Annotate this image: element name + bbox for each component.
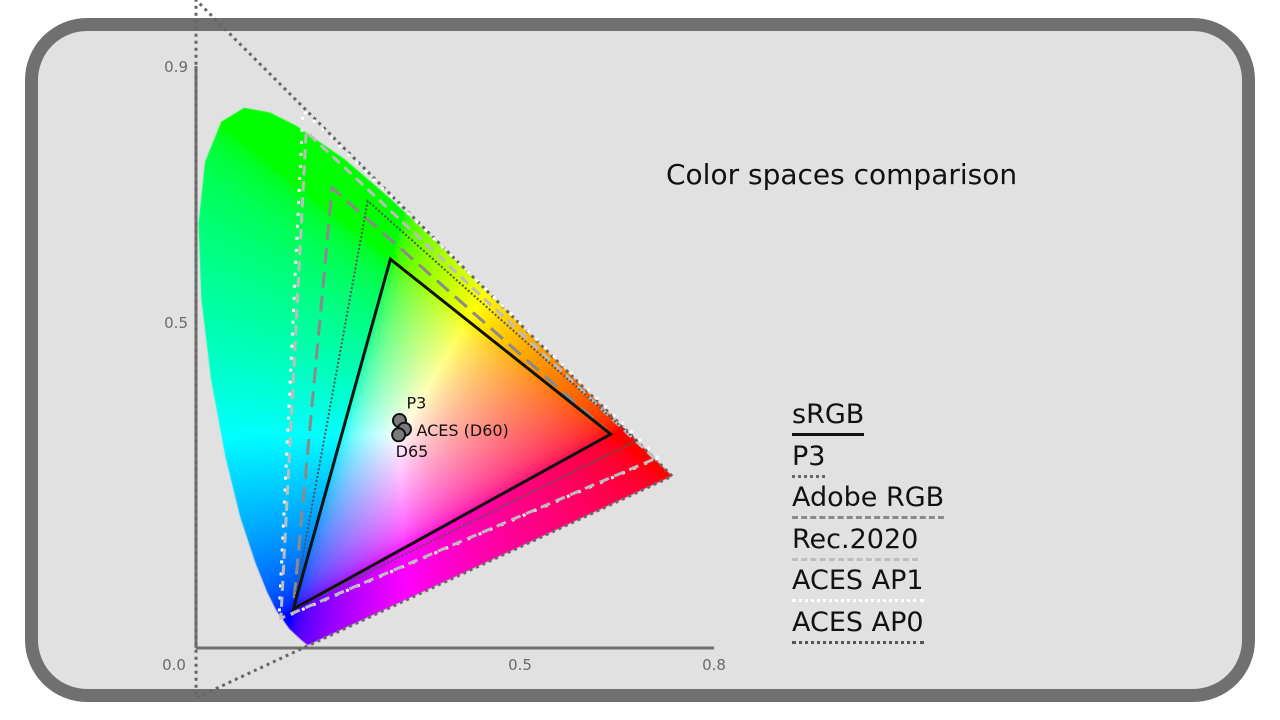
legend-item-rec2020: Rec.2020 [792, 523, 944, 565]
legend-label: sRGB [792, 398, 865, 436]
legend-label: P3 [792, 440, 826, 478]
gamut-srgb [290, 256, 614, 613]
legend-item-srgb: sRGB [792, 398, 944, 440]
x-tick-0: 0.0 [162, 656, 186, 674]
legend-item-p3: P3 [792, 440, 944, 482]
white-point-label: ACES (D60) [416, 421, 508, 440]
legend-item-aces-ap0: ACES AP0 [792, 606, 944, 648]
x-tick-2: 0.8 [702, 656, 726, 674]
gamut-p3 [291, 198, 639, 611]
white-point-label: P3 [406, 394, 426, 413]
white-point-label: D65 [396, 442, 429, 461]
legend-label: Rec.2020 [792, 523, 919, 561]
legend: sRGB P3 Adobe RGB Rec.2020 ACES AP1 ACES… [792, 398, 945, 648]
chart-title: Color spaces comparison [666, 158, 1018, 191]
gamut-aces-ap0 [194, 0, 675, 701]
gamut-rec-2020 [279, 128, 658, 621]
white-point-marker [391, 427, 407, 443]
legend-label: ACES AP1 [792, 564, 924, 602]
y-tick-0: 0.5 [164, 314, 188, 332]
legend-item-adobe-rgb: Adobe RGB [792, 481, 945, 523]
legend-label: Adobe RGB [792, 481, 945, 519]
legend-label: ACES AP0 [792, 606, 924, 644]
x-tick-1: 0.5 [508, 656, 532, 674]
gamut-adobe-rgb [291, 184, 614, 612]
gamut-aces-ap1 [277, 106, 661, 622]
legend-item-aces-ap1: ACES AP1 [792, 564, 944, 606]
y-tick-1: 0.9 [164, 58, 188, 76]
